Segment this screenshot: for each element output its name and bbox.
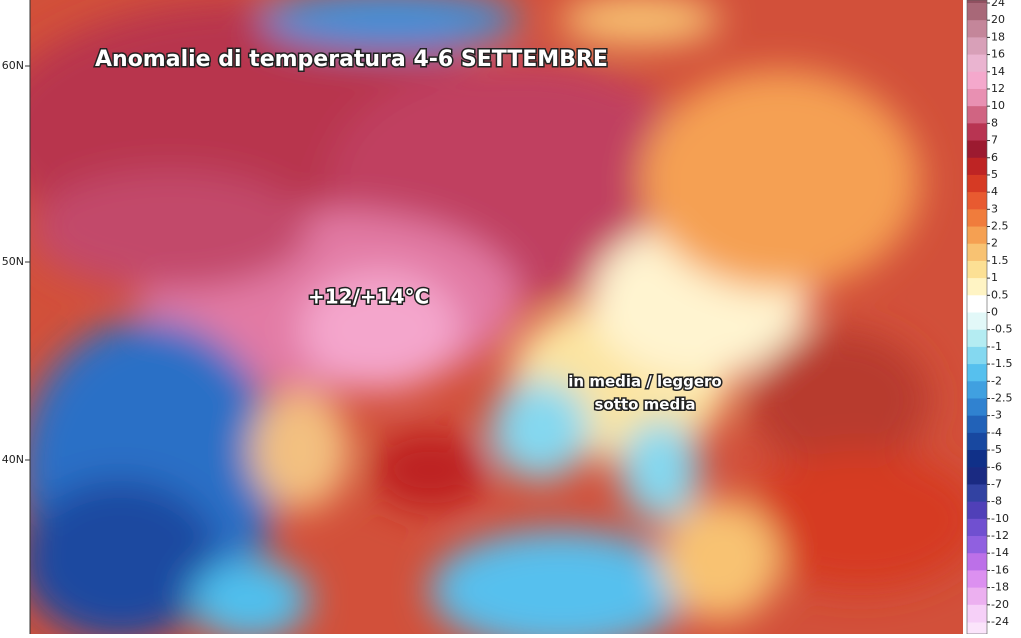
colorbar-label: 0 (991, 306, 998, 319)
colorbar-label: -24 (991, 615, 1009, 628)
colorbar-label: -18 (991, 581, 1009, 594)
colorbar-label: -16 (991, 563, 1009, 576)
latitude-label: 40N (2, 453, 24, 466)
colorbar-label: 1.5 (991, 254, 1009, 267)
colorbar-label: 6 (991, 151, 998, 164)
colorbar-label: 5 (991, 168, 998, 181)
colorbar-swatch (967, 536, 987, 554)
temperature-field (30, 0, 963, 634)
colorbar-swatch (967, 622, 987, 634)
colorbar-label: 2 (991, 237, 998, 250)
colorbar-label: 3 (991, 202, 998, 215)
colorbar-swatch (967, 192, 987, 210)
colorbar-label: 10 (991, 99, 1005, 112)
colorbar-label: 24 (991, 0, 1005, 9)
latitude-axis: 60N 50N 40N (2, 59, 30, 466)
colorbar-swatch (967, 71, 987, 90)
colorbar-label: 20 (991, 13, 1005, 26)
colorbar-swatch (967, 570, 987, 589)
colorbar-label: -12 (991, 529, 1009, 542)
colorbar-label: -14 (991, 546, 1009, 559)
colorbar-swatch (967, 20, 987, 38)
colorbar-swatch (967, 243, 987, 262)
colorbar-swatch (967, 260, 987, 279)
colorbar-swatch (967, 415, 987, 434)
annotation: in media / leggero (568, 373, 721, 391)
map-title: Anomalie di temperatura 4-6 SETTEMBRE (95, 47, 608, 72)
colorbar-label: 0.5 (991, 288, 1009, 301)
colorbar-swatch (967, 312, 987, 331)
colorbar-swatch (967, 518, 987, 537)
colorbar-label: -5 (991, 443, 1002, 456)
colorbar-swatch (967, 381, 987, 399)
colorbar-label: 12 (991, 82, 1005, 95)
colorbar-swatch (967, 174, 987, 193)
colorbar-label: -3 (991, 409, 1002, 422)
colorbar-swatch (967, 467, 987, 485)
colorbar-swatch (967, 432, 987, 451)
colorbar-label: -1 (991, 340, 1002, 353)
colorbar-swatch (967, 450, 987, 468)
annotation: sotto media (595, 396, 696, 414)
colorbar-swatch (967, 88, 987, 107)
colorbar-label: -6 (991, 460, 1002, 473)
colorbar-swatch (967, 226, 987, 245)
colorbar-swatch (967, 501, 987, 520)
colorbar-swatch (967, 54, 987, 73)
annotation: +12/+14°C (308, 285, 429, 309)
colorbar-label: 2.5 (991, 220, 1009, 233)
colorbar-label: 14 (991, 65, 1005, 78)
colorbar-label: 18 (991, 30, 1005, 43)
colorbar-label: -7 (991, 477, 1002, 490)
colorbar-swatch (967, 123, 987, 142)
colorbar-swatch (967, 3, 987, 21)
colorbar-label: -2 (991, 374, 1002, 387)
colorbar-label: -0.5 (991, 323, 1012, 336)
colorbar: 24 20 18 16 14 12 10 8 7 6 5 4 3 2.5 2 1.5 1 0.5 0 -0.5 -1 -1… (966, 0, 1012, 635)
colorbar-label: -8 (991, 495, 1002, 508)
colorbar-swatch (967, 587, 987, 606)
latitude-label: 50N (2, 255, 24, 268)
colorbar-swatch (967, 106, 987, 124)
colorbar-swatch (967, 398, 987, 417)
latitude-label: 60N (2, 59, 24, 72)
colorbar-swatch (967, 278, 987, 296)
colorbar-label: -10 (991, 512, 1009, 525)
colorbar-swatch (967, 604, 987, 623)
colorbar-label: -2.5 (991, 391, 1012, 404)
colorbar-label: 16 (991, 48, 1005, 61)
colorbar-label: -20 (991, 598, 1009, 611)
colorbar-swatch (967, 364, 987, 382)
colorbar-swatch (967, 346, 987, 365)
colorbar-swatch (967, 157, 987, 176)
colorbar-swatch (967, 37, 987, 56)
colorbar-swatch (967, 553, 987, 571)
colorbar-label: 7 (991, 134, 998, 147)
colorbar-swatch (967, 0, 987, 3)
colorbar-swatch (967, 209, 987, 228)
colorbar-swatch (967, 295, 987, 313)
colorbar-label: 4 (991, 185, 998, 198)
colorbar-label: -1.5 (991, 357, 1012, 370)
colorbar-swatch (967, 329, 987, 348)
colorbar-label: 1 (991, 271, 998, 284)
colorbar-swatch (967, 484, 987, 503)
colorbar-label: 8 (991, 116, 998, 129)
colorbar-swatch (967, 140, 987, 159)
colorbar-label: -4 (991, 426, 1002, 439)
